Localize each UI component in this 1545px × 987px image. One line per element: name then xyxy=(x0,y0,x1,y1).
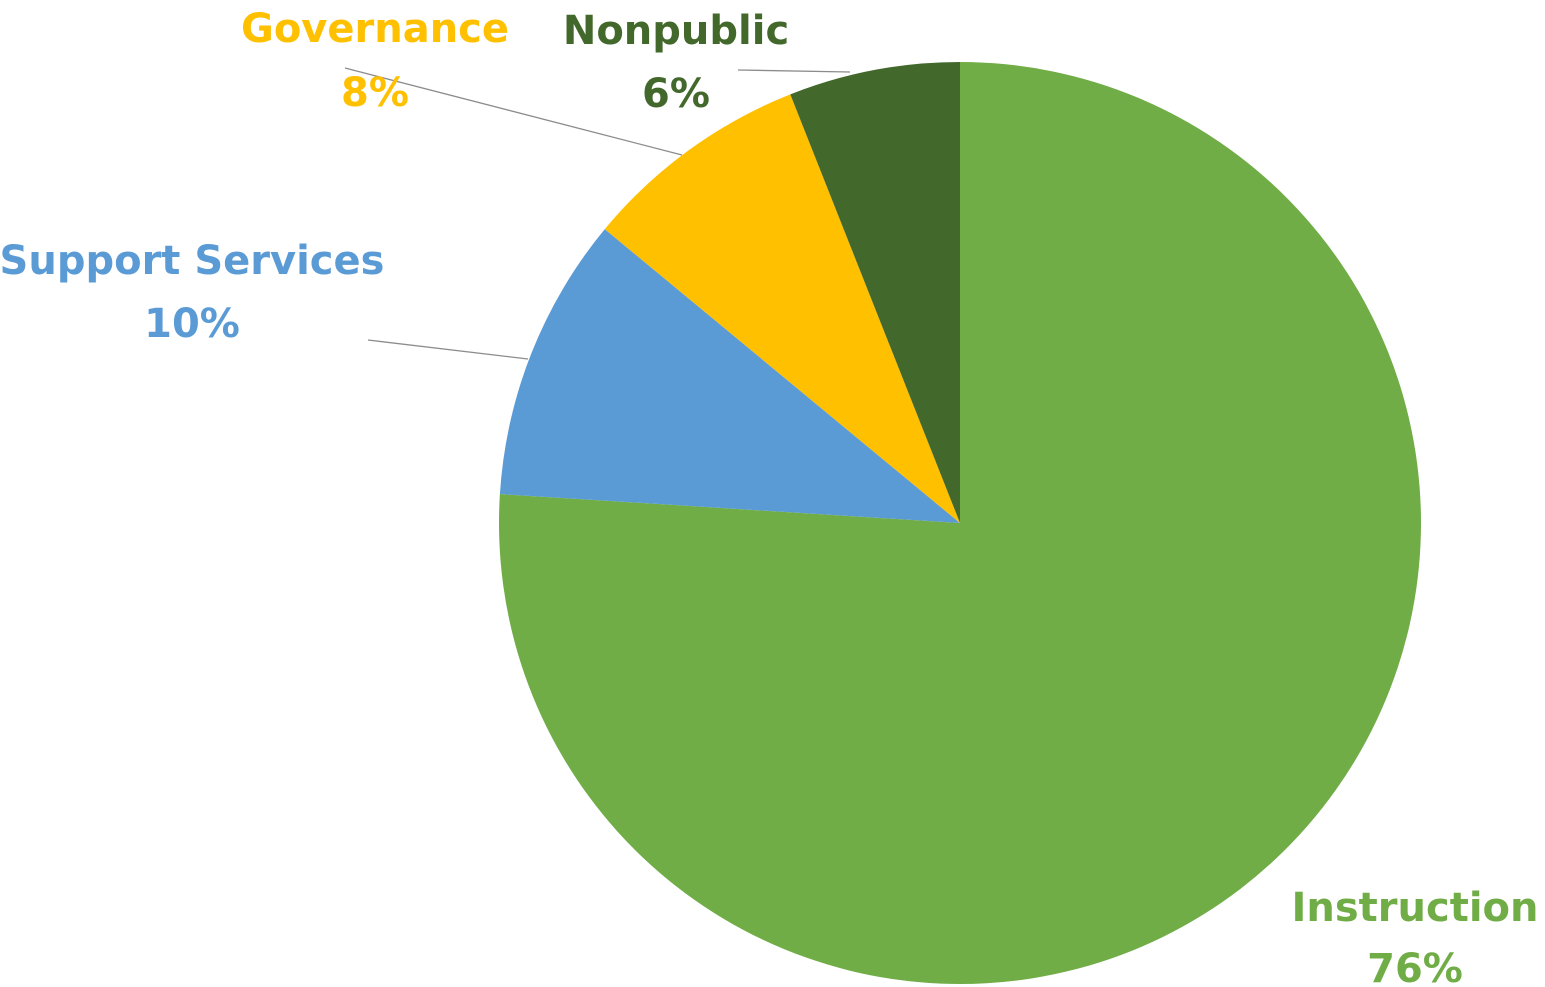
slice-percent-governance: 8% xyxy=(341,70,409,116)
slice-label-nonpublic: Nonpublic xyxy=(563,8,789,54)
pie-slice-governance xyxy=(604,94,960,523)
pie-slice-support-services xyxy=(499,229,960,524)
leader-line-governance xyxy=(344,67,683,156)
leader-lines xyxy=(344,67,851,360)
slice-percent-support-services: 10% xyxy=(144,301,240,347)
leader-line-nonpublic xyxy=(737,69,851,73)
data-labels: Instruction 76% Support Services 10% Governa… xyxy=(0,6,1539,987)
slice-percent-instruction: 76% xyxy=(1367,946,1463,987)
slice-label-governance: Governance xyxy=(241,6,509,52)
slice-percent-nonpublic: 6% xyxy=(642,71,710,117)
pie-slice-nonpublic xyxy=(790,62,960,523)
leader-line-support-services xyxy=(367,339,529,360)
pie-slice-instruction xyxy=(499,62,1421,984)
pie-slices xyxy=(499,62,1421,984)
slice-label-instruction: Instruction xyxy=(1292,885,1539,931)
slice-label-support-services: Support Services xyxy=(0,238,384,284)
